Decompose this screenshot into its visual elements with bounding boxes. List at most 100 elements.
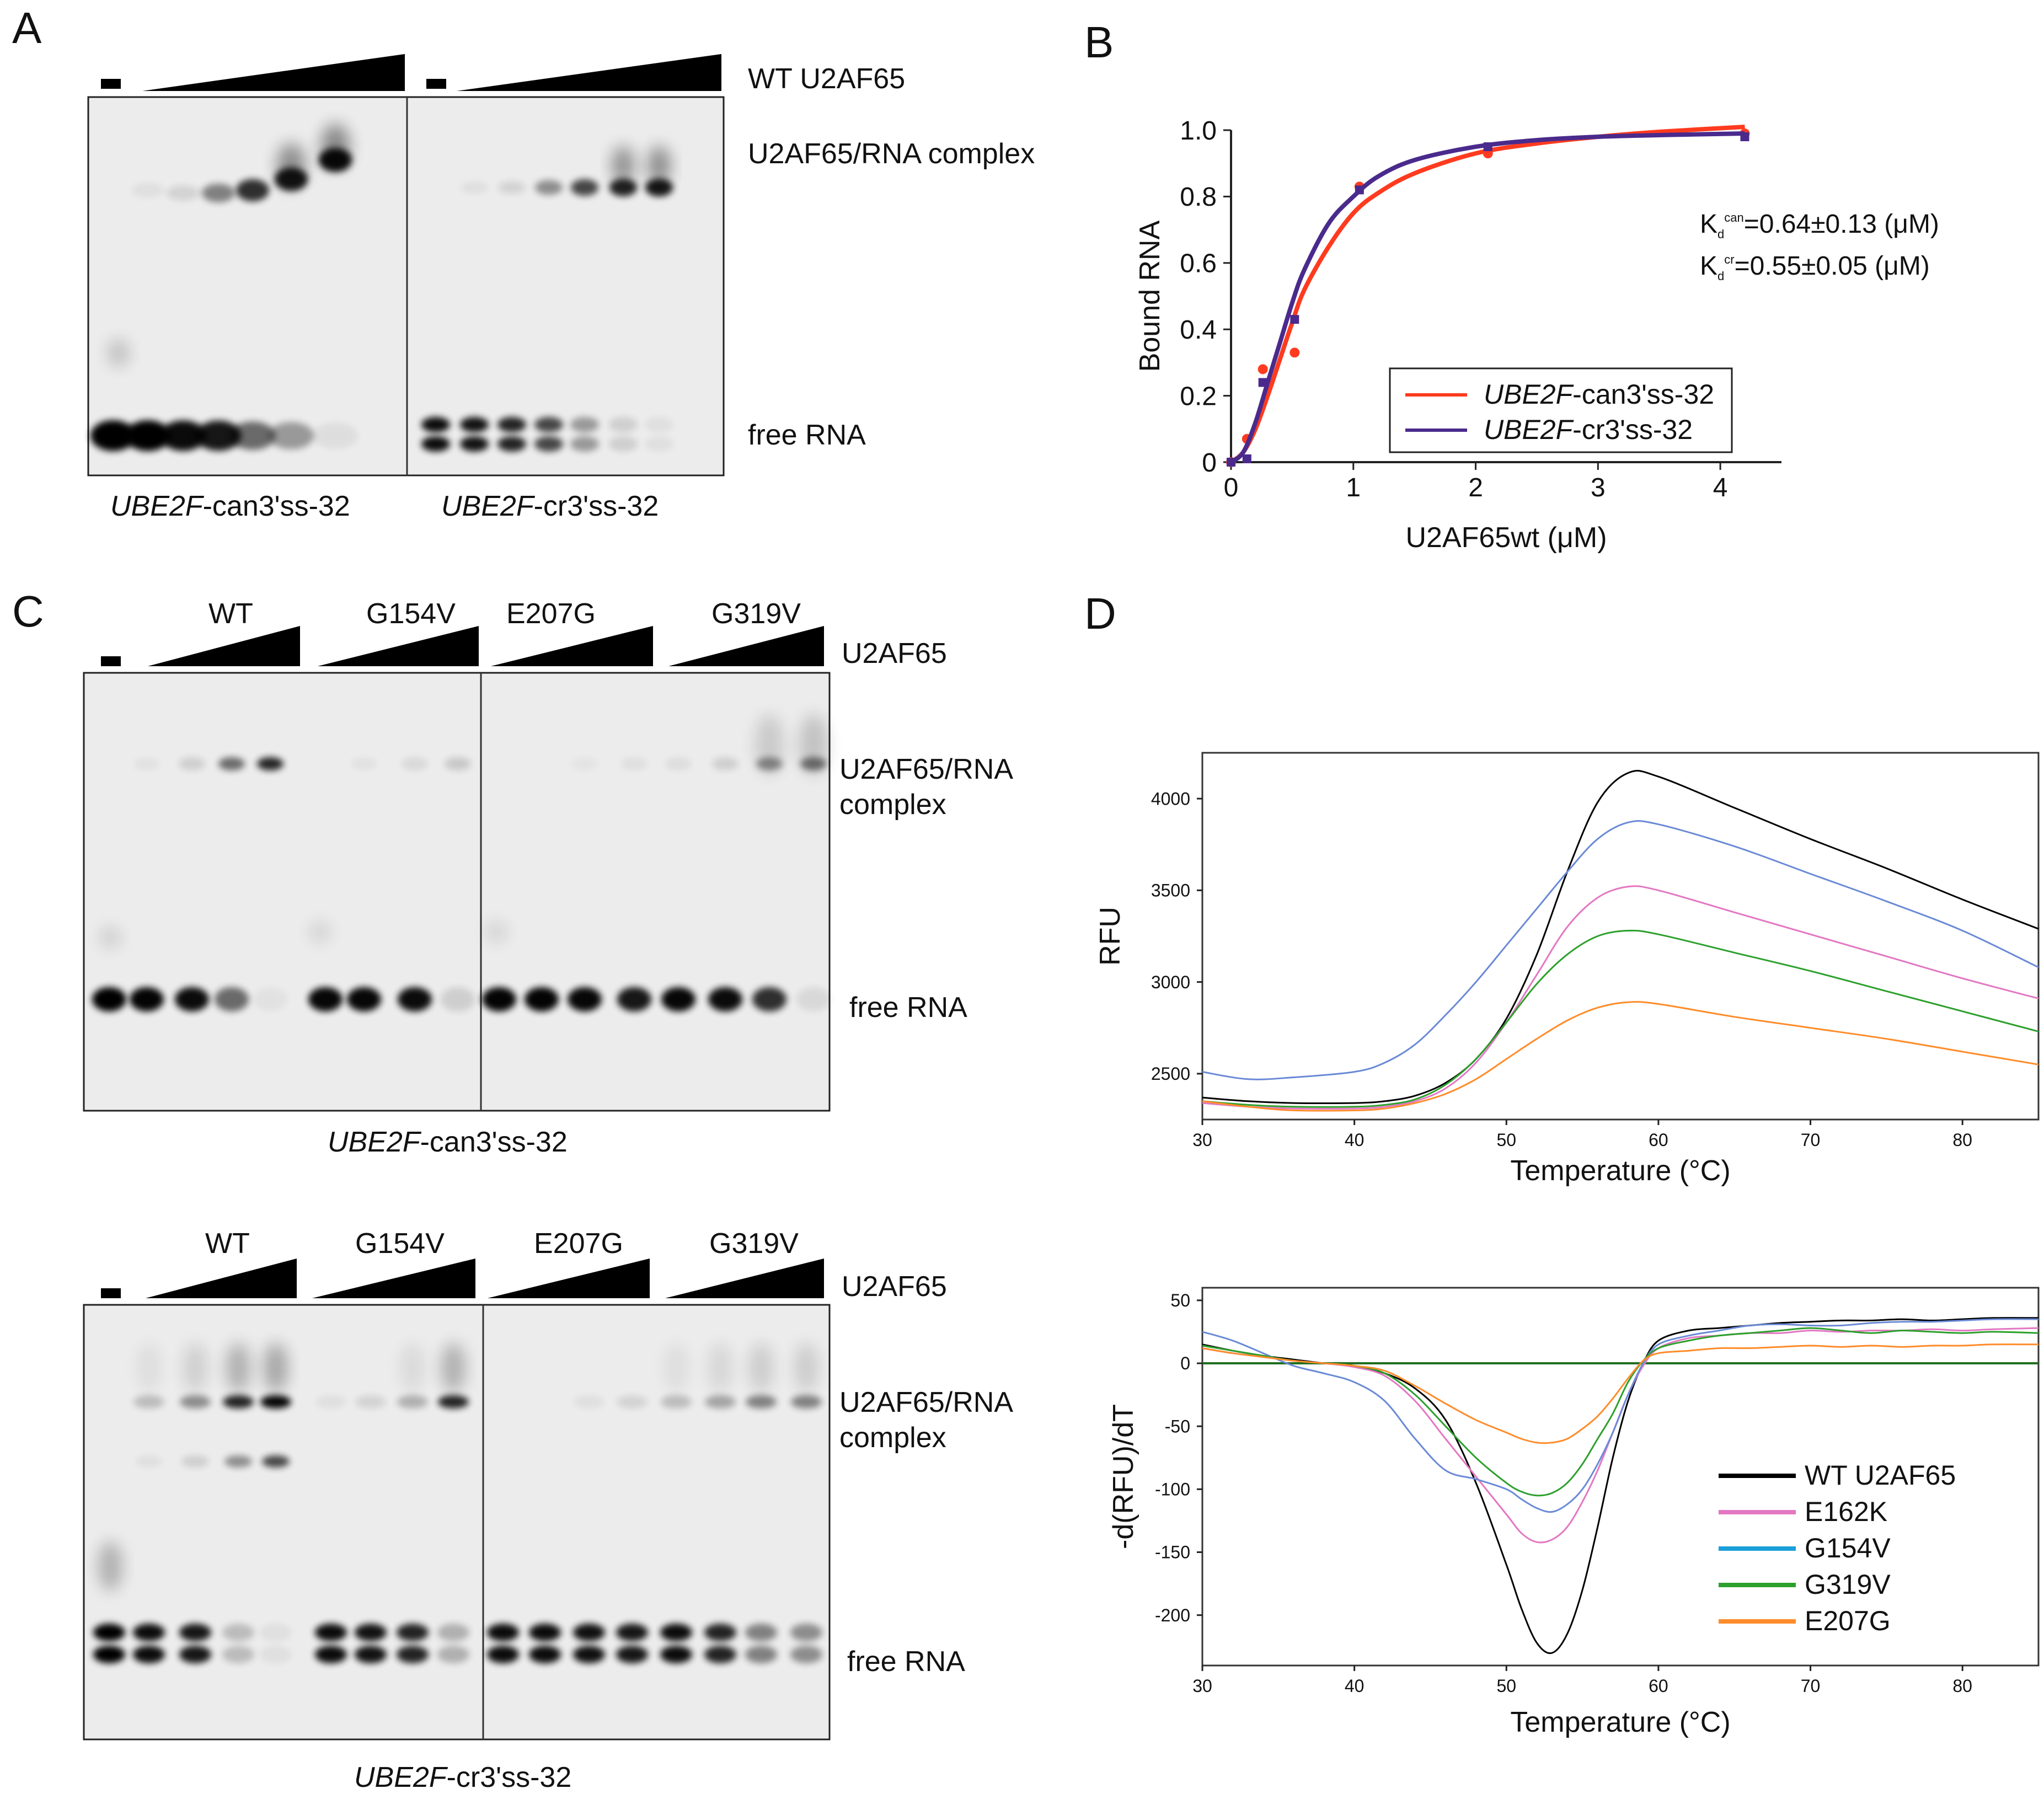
melt-line xyxy=(1202,1001,2039,1112)
x-tick-label: 50 xyxy=(1496,1130,1516,1150)
free-rna-band xyxy=(313,422,358,449)
free-rna-band xyxy=(260,1624,292,1641)
x-tick-label: 60 xyxy=(1649,1676,1668,1696)
data-point xyxy=(1289,347,1300,358)
plot-frame xyxy=(1201,1287,2040,1667)
gel-a xyxy=(87,96,725,476)
free-rna-band xyxy=(160,420,206,451)
x-tick-label: 70 xyxy=(1801,1130,1821,1150)
complex-band xyxy=(571,757,598,770)
background-smear xyxy=(485,921,507,943)
substrate-label-c-bottom: UBE2F-cr3'ss-32 xyxy=(354,1761,571,1793)
kd-can: Kdcan=0.64±0.13 (μM) xyxy=(1700,210,1939,241)
complex-smear xyxy=(612,146,635,185)
complex-band xyxy=(355,1395,386,1409)
x-tick-label: 30 xyxy=(1192,1676,1212,1696)
free-rna-band xyxy=(617,987,651,1011)
free-rna-band xyxy=(573,1624,605,1641)
free-rna-band xyxy=(93,1646,125,1663)
free-rna-band xyxy=(745,1646,777,1663)
complex-band xyxy=(617,1395,648,1409)
free-rna-band xyxy=(568,987,602,1011)
complex-band xyxy=(661,1395,692,1409)
free-rna-band xyxy=(660,1624,692,1641)
group-label-g154v-b: G154V xyxy=(355,1228,445,1260)
legend-d-e207g: E207G xyxy=(1805,1605,1891,1636)
free-rna-band xyxy=(179,1624,211,1641)
free-rna-band xyxy=(487,1646,519,1663)
free-rna-band xyxy=(130,987,164,1011)
group-label-e207g: E207G xyxy=(506,598,596,630)
free-rna-band xyxy=(534,417,563,432)
legend-b: UBE2F-can3'ss-32 UBE2F-cr3'ss-32 xyxy=(1389,367,1733,453)
panel-letter-d: D xyxy=(1084,589,1116,638)
free-rna-band xyxy=(487,1624,519,1641)
y-axis-label: Bound RNA xyxy=(1134,220,1166,372)
y-tick-label: 0.2 xyxy=(1180,382,1217,411)
complex-smear xyxy=(441,1343,465,1393)
complex-band xyxy=(133,757,160,770)
free-rna-band xyxy=(529,1624,561,1641)
derivative-line xyxy=(1202,1318,2039,1513)
background-smear xyxy=(309,921,331,943)
x-tick-label: 80 xyxy=(1952,1676,1972,1696)
free-rna-band xyxy=(355,1624,387,1641)
free-rna-band xyxy=(497,417,526,432)
complex-band xyxy=(645,178,673,197)
free-rna-band xyxy=(790,1646,822,1663)
kd-cr: Kdcr=0.55±0.05 (μM) xyxy=(1700,251,1930,283)
free-rna-band xyxy=(460,436,489,452)
complex-smear xyxy=(321,124,350,168)
free-rna-band xyxy=(222,1646,254,1663)
complex-smear xyxy=(664,1343,688,1393)
complex-band xyxy=(315,1395,346,1409)
derivative-line xyxy=(1202,1343,2039,1444)
free-rna-band xyxy=(222,1624,254,1641)
x-tick-label: 70 xyxy=(1801,1676,1821,1696)
no-protein-marker xyxy=(101,79,121,89)
intermediate-band xyxy=(224,1455,252,1468)
legend-d-g154v: G154V xyxy=(1805,1533,1891,1563)
y-tick-label: 3500 xyxy=(1151,881,1190,901)
legend-b-can: UBE2F-can3'ss-32 xyxy=(1484,379,1714,410)
no-protein-marker xyxy=(101,656,121,666)
complex-smear xyxy=(277,143,306,188)
free-rna-band xyxy=(347,987,381,1011)
free-rna-band xyxy=(704,1646,736,1663)
free-rna-band xyxy=(196,420,241,451)
legend-d-e162k: E162K xyxy=(1805,1496,1887,1527)
derivative-line xyxy=(1202,1327,2039,1544)
legend-d-g319v: G319V xyxy=(1805,1569,1891,1600)
complex-label-c-bottom-1: U2AF65/RNA xyxy=(839,1386,1013,1418)
binding-curve-chart: 0 1 2 3 4 0 0.2 0.4 0.6 0.8 1.0 U2AF65wt (μM) Bound … xyxy=(1134,116,1781,554)
free-rna-band xyxy=(616,1646,648,1663)
titration-wedge xyxy=(142,54,405,91)
complex-label: U2AF65/RNA complex xyxy=(748,138,1035,170)
melt-line xyxy=(1202,885,2039,1110)
y-tick-label: -50 xyxy=(1165,1416,1190,1436)
complex-label-c-bottom-2: complex xyxy=(839,1422,946,1454)
complex-label-c-top-1: U2AF65/RNA xyxy=(839,753,1013,785)
y-axis-label: -d(RFU)/dT xyxy=(1107,1404,1139,1549)
group-label-e207g-b: E207G xyxy=(534,1228,623,1260)
free-rna-band xyxy=(308,987,343,1011)
free-rna-band xyxy=(704,1624,736,1641)
free-rna-band xyxy=(175,987,209,1011)
x-axis-label: Temperature (°C) xyxy=(1510,1706,1730,1738)
group-label-wt-b: WT xyxy=(205,1228,250,1260)
titration-wedge xyxy=(488,1259,650,1298)
legend-d-wt: WT U2AF65 xyxy=(1805,1460,1956,1491)
free-rna-band xyxy=(260,1646,292,1663)
free-rna-band xyxy=(529,1646,561,1663)
free-rna-band xyxy=(441,987,475,1011)
titration-wedge xyxy=(665,1259,824,1298)
x-axis-label: Temperature (°C) xyxy=(1510,1155,1730,1187)
free-rna-band xyxy=(215,987,249,1011)
y-tick-label: 50 xyxy=(1170,1290,1190,1310)
complex-smear xyxy=(755,714,784,775)
titration-wedge xyxy=(457,54,721,91)
complex-band xyxy=(133,1395,164,1409)
complex-band xyxy=(167,185,200,201)
free-rna-band xyxy=(253,987,287,1011)
